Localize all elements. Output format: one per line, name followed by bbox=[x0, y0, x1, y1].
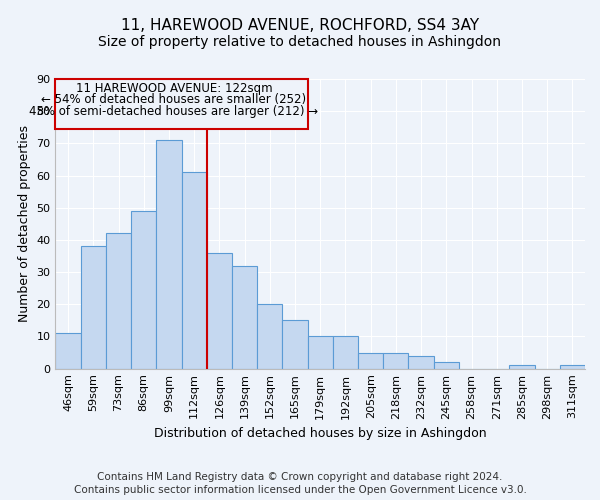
Bar bbox=[81, 246, 106, 368]
Bar bbox=[257, 304, 283, 368]
Bar bbox=[182, 172, 207, 368]
Text: Contains HM Land Registry data © Crown copyright and database right 2024.: Contains HM Land Registry data © Crown c… bbox=[97, 472, 503, 482]
X-axis label: Distribution of detached houses by size in Ashingdon: Distribution of detached houses by size … bbox=[154, 427, 487, 440]
Bar bbox=[106, 234, 131, 368]
Text: ← 54% of detached houses are smaller (252): ← 54% of detached houses are smaller (25… bbox=[41, 94, 307, 106]
Text: 45% of semi-detached houses are larger (212) →: 45% of semi-detached houses are larger (… bbox=[29, 106, 319, 118]
Bar bbox=[157, 140, 182, 368]
FancyBboxPatch shape bbox=[55, 79, 308, 129]
Bar bbox=[55, 334, 81, 368]
Bar bbox=[232, 266, 257, 368]
Text: 11 HAREWOOD AVENUE: 122sqm: 11 HAREWOOD AVENUE: 122sqm bbox=[76, 82, 272, 94]
Bar bbox=[434, 362, 459, 368]
Bar bbox=[333, 336, 358, 368]
Bar bbox=[358, 352, 383, 368]
Bar bbox=[383, 352, 409, 368]
Bar bbox=[509, 366, 535, 368]
Y-axis label: Number of detached properties: Number of detached properties bbox=[18, 126, 31, 322]
Bar bbox=[308, 336, 333, 368]
Bar bbox=[409, 356, 434, 368]
Bar bbox=[283, 320, 308, 368]
Bar bbox=[560, 366, 585, 368]
Text: 11, HAREWOOD AVENUE, ROCHFORD, SS4 3AY: 11, HAREWOOD AVENUE, ROCHFORD, SS4 3AY bbox=[121, 18, 479, 32]
Text: Contains public sector information licensed under the Open Government Licence v3: Contains public sector information licen… bbox=[74, 485, 526, 495]
Bar bbox=[131, 211, 157, 368]
Bar bbox=[207, 253, 232, 368]
Text: Size of property relative to detached houses in Ashingdon: Size of property relative to detached ho… bbox=[98, 35, 502, 49]
